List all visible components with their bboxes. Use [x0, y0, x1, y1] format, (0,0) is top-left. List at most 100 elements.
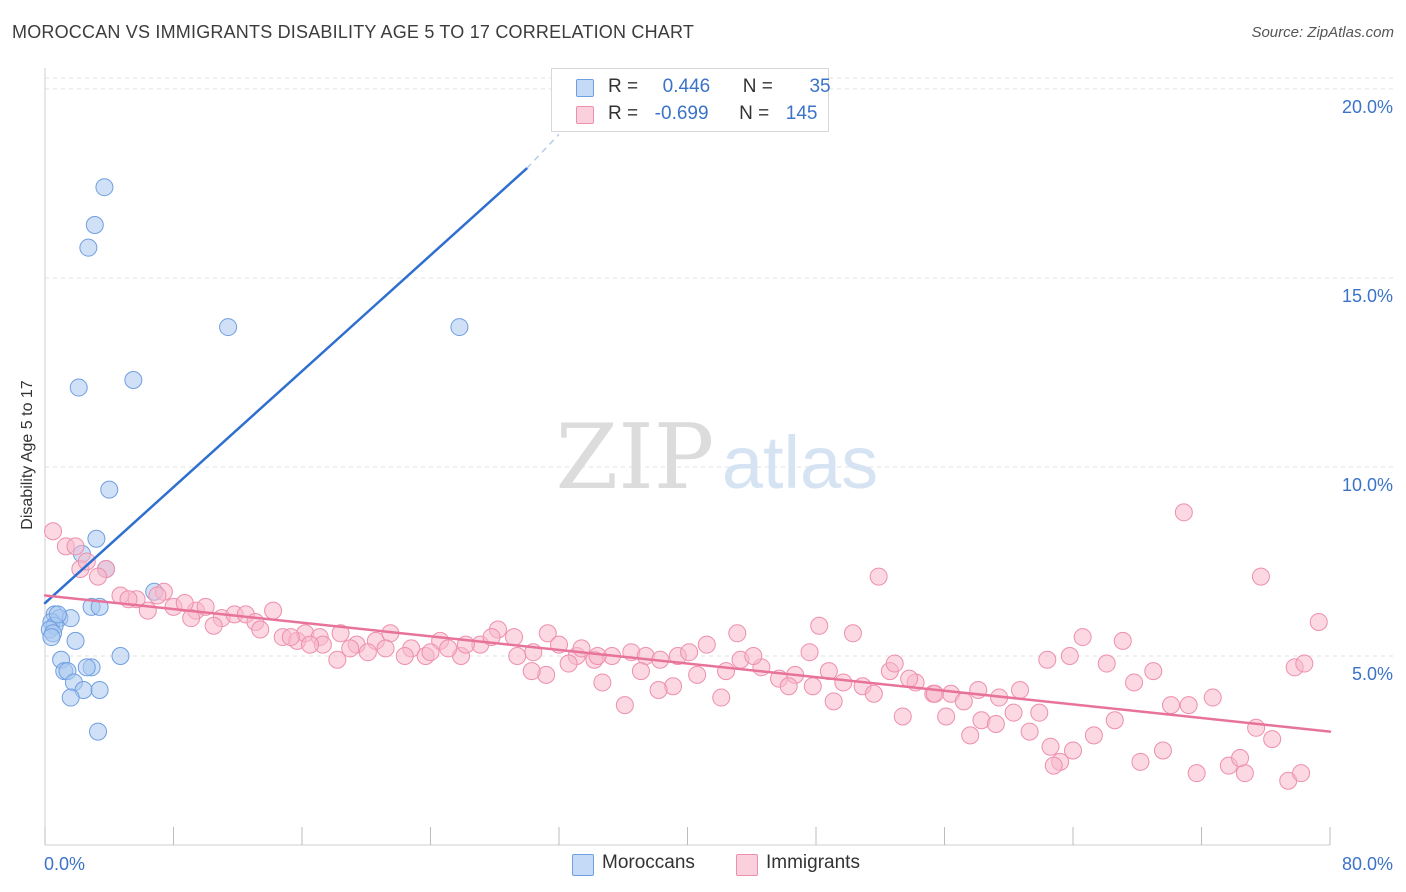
point-immigrants	[986, 715, 1005, 734]
point-immigrants	[937, 707, 956, 726]
point-immigrants	[1179, 696, 1198, 715]
y-tick-labels: 5.0% 10.0% 15.0% 20.0%	[1342, 97, 1393, 684]
point-moroccans	[450, 318, 469, 337]
point-immigrants	[800, 643, 819, 662]
point-immigrants	[1203, 688, 1222, 707]
watermark-zip: ZIP	[556, 405, 715, 510]
stats-swatch-moroccans	[576, 79, 594, 97]
point-immigrants	[251, 620, 270, 639]
point-immigrants	[680, 643, 699, 662]
point-immigrants	[439, 639, 458, 658]
point-immigrants	[649, 681, 668, 699]
point-immigrants	[1263, 730, 1282, 749]
point-immigrants	[961, 726, 980, 745]
point-immigrants	[1309, 612, 1328, 631]
point-immigrants	[341, 639, 360, 658]
point-immigrants	[843, 624, 862, 643]
legend-label-immigrants: Immigrants	[766, 852, 860, 873]
point-immigrants	[900, 669, 919, 688]
point-immigrants	[779, 677, 798, 696]
point-immigrants	[593, 673, 612, 692]
n-label: N =	[739, 103, 770, 124]
point-immigrants	[688, 665, 707, 684]
point-immigrants	[925, 684, 944, 703]
point-immigrants	[1113, 631, 1132, 650]
axes	[44, 68, 1331, 846]
r-label: R =	[608, 76, 639, 97]
point-immigrants	[1020, 722, 1039, 741]
point-immigrants	[717, 662, 736, 681]
point-immigrants	[885, 654, 904, 673]
point-immigrants	[508, 646, 527, 665]
point-immigrants	[1144, 662, 1163, 681]
legend-label-moroccans: Moroccans	[602, 852, 695, 873]
point-immigrants	[328, 650, 347, 669]
point-immigrants	[1010, 681, 1029, 699]
point-immigrants	[1131, 752, 1150, 771]
point-immigrants	[421, 643, 440, 662]
y-tick-label: 20.0%	[1342, 97, 1393, 117]
y-tick-label: 5.0%	[1352, 664, 1393, 684]
point-immigrants	[1044, 756, 1063, 775]
point-immigrants	[1060, 646, 1079, 665]
point-immigrants	[559, 654, 578, 673]
point-immigrants	[728, 624, 747, 643]
point-immigrants	[182, 609, 201, 628]
n-value-immigrants: 145	[785, 103, 818, 124]
point-immigrants	[281, 628, 300, 647]
r-label: R =	[608, 103, 639, 124]
point-immigrants	[1041, 737, 1060, 756]
stats-swatch-immigrants	[576, 106, 594, 124]
point-immigrants	[588, 646, 607, 665]
data-points	[40, 178, 1328, 790]
point-immigrants	[1292, 764, 1311, 783]
point-immigrants	[824, 692, 843, 711]
point-immigrants	[803, 677, 822, 696]
point-immigrants	[77, 552, 96, 571]
point-immigrants	[89, 567, 108, 586]
x-tick-label-min: 0.0%	[44, 854, 85, 874]
point-immigrants	[1030, 703, 1049, 722]
legend-swatch-immigrants	[736, 854, 758, 876]
point-moroccans	[100, 480, 119, 499]
point-immigrants	[376, 639, 395, 658]
point-immigrants	[631, 662, 650, 681]
point-moroccans	[79, 238, 98, 257]
point-immigrants	[1174, 503, 1193, 522]
point-immigrants	[264, 601, 283, 620]
point-moroccans	[42, 628, 61, 647]
point-moroccans	[48, 605, 67, 624]
point-moroccans	[66, 631, 85, 650]
point-moroccans	[124, 371, 143, 389]
point-immigrants	[572, 639, 591, 658]
point-immigrants	[505, 628, 524, 647]
point-immigrants	[1125, 673, 1144, 692]
point-moroccans	[89, 722, 108, 741]
point-immigrants	[44, 522, 63, 541]
point-immigrants	[1231, 749, 1250, 768]
point-immigrants	[1295, 654, 1314, 673]
point-immigrants	[1097, 654, 1116, 673]
point-immigrants	[1235, 764, 1254, 783]
point-immigrants	[869, 567, 888, 586]
trend-lines	[43, 133, 1332, 733]
point-immigrants	[1251, 567, 1270, 586]
watermark-atlas: atlas	[722, 421, 878, 504]
trend-line-moroccans	[43, 167, 529, 605]
stats-legend: R = 0.446 N = 35 R = -0.699 N = 145	[551, 68, 831, 132]
point-moroccans	[61, 688, 80, 707]
trend-extension-moroccans	[526, 133, 560, 169]
r-value-immigrants: -0.699	[654, 103, 709, 124]
y-tick-label: 15.0%	[1342, 286, 1393, 306]
point-immigrants	[395, 646, 414, 665]
chart-title: MOROCCAN VS IMMIGRANTS DISABILITY AGE 5 …	[12, 22, 695, 42]
point-immigrants	[148, 586, 167, 605]
point-moroccans	[111, 646, 130, 665]
point-immigrants	[893, 707, 912, 726]
point-immigrants	[834, 673, 853, 692]
point-immigrants	[1064, 741, 1082, 760]
point-immigrants	[712, 688, 731, 707]
point-immigrants	[1004, 703, 1023, 722]
point-immigrants	[615, 696, 634, 715]
point-immigrants	[66, 537, 85, 556]
